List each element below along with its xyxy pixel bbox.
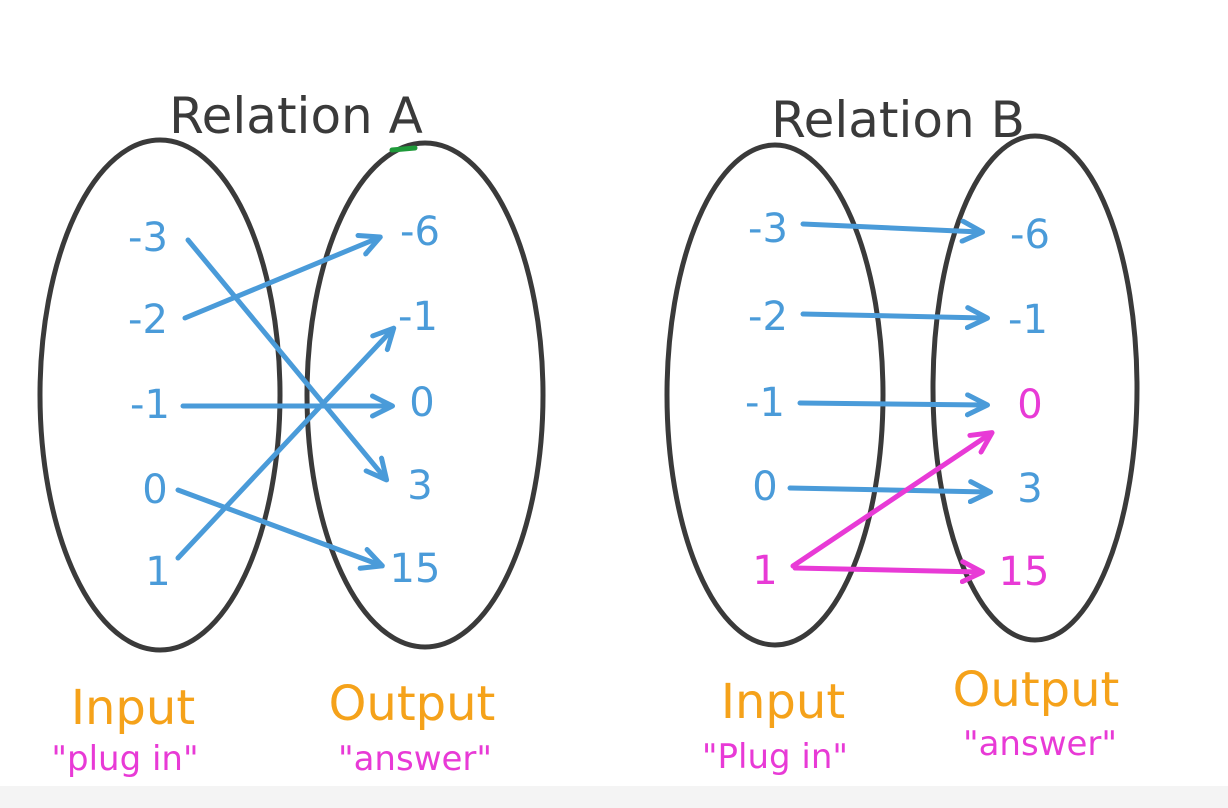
relation-a-input-subcaption: "plug in" [51,739,198,779]
relation-a-arrow [182,232,383,321]
relation-b-arrow [790,430,995,569]
relation-b-arrow [792,559,985,585]
relation-a-input-oval [37,137,283,653]
relation-b-output-oval [930,133,1140,643]
relation-a-input-item: -1 [130,382,170,428]
relation-b-arrow [800,218,985,244]
relation-a-output-item: 3 [407,463,432,509]
relation-b-title: Relation B [771,91,1025,149]
relation-a-input-caption: Input [71,680,195,736]
relation-a-title: Relation A [169,87,423,145]
relation-a-output-item: 15 [390,546,441,592]
relation-b-input-item: -3 [748,206,788,252]
bottom-border-strip [0,786,1228,808]
relation-b-arrow [800,305,990,331]
relation-a-inputs: -3 -2 -1 0 1 [128,215,171,595]
relation-b-input-subcaption: "Plug in" [702,737,848,777]
relation-a: Relation A -3 -2 -1 0 1 -6 -1 0 3 15 [37,87,546,779]
relation-a-arrow [185,237,390,483]
relation-a-arrow [175,487,385,571]
relation-a-output-item: 0 [409,380,434,426]
relation-b: Relation B -3 -2 -1 0 1 -6 -1 0 3 15 [664,91,1140,777]
relation-b-output-item: 0 [1017,382,1042,428]
relation-a-output-item: -1 [398,294,438,340]
relation-b-output-caption: Output [953,662,1120,718]
relation-a-arrows [175,232,397,571]
relation-b-arrows [787,218,995,585]
relation-b-outputs: -6 -1 0 3 15 [999,212,1050,595]
relation-b-arrow [787,479,993,505]
relation-b-input-oval [664,142,886,648]
relation-b-output-item: 15 [999,549,1050,595]
relation-a-arrow [175,325,397,561]
relation-a-input-item: -2 [128,297,168,343]
relation-a-green-mark [389,145,418,153]
relation-a-input-item: -3 [128,215,168,261]
relation-b-output-item: -1 [1008,297,1048,343]
relation-b-output-item: 3 [1017,466,1042,512]
relation-b-inputs: -3 -2 -1 0 1 [745,206,788,594]
relation-b-output-item: -6 [1010,212,1050,258]
relation-b-arrow [797,392,990,418]
relation-b-input-item: -1 [745,380,785,426]
relation-a-input-item: 0 [142,467,167,513]
relation-a-output-item: -6 [400,209,440,255]
relation-a-output-oval [304,140,546,650]
relation-b-output-subcaption: "answer" [963,724,1117,764]
relation-b-input-item: 1 [752,548,777,594]
relation-b-input-caption: Input [721,674,845,730]
relation-a-output-caption: Output [329,676,496,732]
relation-b-input-item: 0 [752,464,777,510]
relation-a-output-subcaption: "answer" [338,739,492,779]
relation-a-outputs: -6 -1 0 3 15 [390,209,441,592]
relation-b-input-item: -2 [748,294,788,340]
relation-a-input-item: 1 [145,549,170,595]
